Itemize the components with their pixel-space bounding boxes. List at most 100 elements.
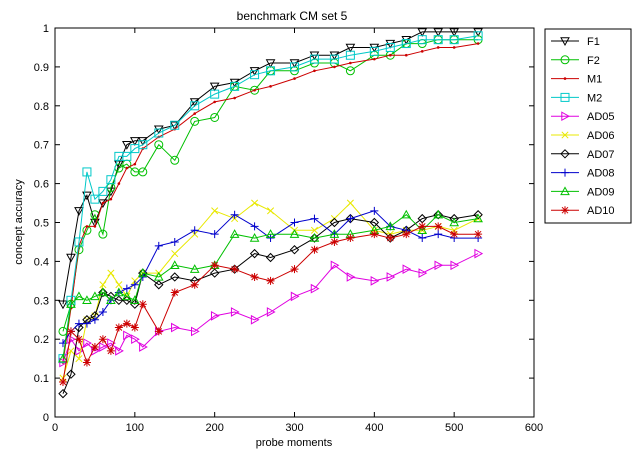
- legend-item-m1: M1: [551, 74, 602, 86]
- data-point-f1: [249, 67, 260, 76]
- data-point-m2: [122, 151, 132, 161]
- data-point-ad05: [434, 260, 444, 271]
- data-point-m2: [385, 42, 395, 52]
- data-point-ad05: [370, 276, 380, 286]
- data-point-ad06: [75, 355, 83, 363]
- data-point-ad07: [329, 217, 340, 228]
- data-point-ad09: [153, 271, 164, 281]
- data-point-f1: [417, 28, 428, 37]
- legend-label: AD05: [587, 111, 615, 123]
- data-point-ad10: [82, 358, 91, 367]
- data-point-ad06: [310, 226, 319, 234]
- data-point-f1: [82, 191, 92, 201]
- data-point-ad10: [434, 222, 443, 231]
- data-point-ad10: [138, 300, 147, 309]
- data-point-ad07: [130, 299, 140, 309]
- data-point-ad08: [130, 280, 139, 289]
- data-point-f1: [385, 39, 396, 49]
- data-point-ad05: [83, 338, 92, 348]
- data-point-ad09: [329, 229, 340, 238]
- data-point-ad09: [74, 291, 84, 301]
- legend-item-ad09: AD09: [551, 186, 615, 198]
- data-point-ad10: [450, 230, 459, 239]
- legend-item-f1: F1: [551, 36, 600, 48]
- data-point-ad06: [211, 207, 219, 215]
- x-tick-label: 400: [365, 422, 383, 434]
- data-point-ad05: [418, 268, 428, 278]
- data-point-ad09: [169, 260, 180, 269]
- data-point-ad08: [154, 241, 163, 250]
- data-point-m2: [369, 46, 379, 56]
- data-point-m1: [101, 201, 105, 205]
- legend-label: F1: [587, 36, 600, 48]
- data-point-ad07: [98, 287, 108, 298]
- data-point-ad08: [98, 307, 107, 316]
- legend-swatch-marker: [560, 55, 570, 65]
- data-point-m2: [473, 31, 483, 41]
- data-point-ad05: [123, 330, 132, 341]
- data-point-m1: [133, 162, 137, 166]
- series-ad05: [59, 248, 484, 368]
- data-point-ad10: [130, 323, 139, 332]
- data-point-ad09: [106, 295, 116, 304]
- data-point-ad08: [170, 237, 179, 246]
- data-point-ad05: [107, 338, 116, 348]
- data-point-ad07: [122, 295, 132, 306]
- data-point-ad10: [190, 280, 199, 289]
- series-line-ad05: [62, 253, 479, 363]
- data-point-f2: [58, 326, 68, 336]
- data-point-m1: [404, 53, 408, 57]
- data-point-f2: [170, 155, 180, 165]
- legend-swatch-marker: [561, 168, 569, 177]
- y-tick-label: 0.3: [34, 295, 49, 307]
- legend-item-f2: F2: [551, 55, 600, 67]
- data-point-ad10: [170, 288, 179, 297]
- data-point-ad07: [309, 233, 320, 243]
- data-point-m2: [190, 101, 200, 111]
- series-m1: [61, 42, 480, 364]
- data-point-ad05: [67, 334, 76, 345]
- data-point-ad05: [139, 342, 148, 352]
- legend: F1 F2 M1 M2 AD05 AD06 AD07 AD08 AD09 AD10: [544, 28, 632, 224]
- data-point-ad05: [474, 248, 484, 259]
- data-point-m1: [476, 42, 480, 45]
- data-point-f1: [369, 43, 380, 53]
- data-point-ad05: [266, 307, 276, 317]
- data-point-ad10: [154, 327, 163, 336]
- data-point-f2: [154, 140, 164, 150]
- legend-item-ad05: AD05: [551, 111, 615, 123]
- legend-swatch-marker: [561, 131, 569, 139]
- data-point-ad06: [171, 250, 179, 258]
- chart-title: benchmark CM set 5: [237, 9, 348, 23]
- data-point-ad10: [310, 245, 319, 254]
- data-point-ad06: [99, 281, 107, 289]
- data-point-ad06: [67, 347, 75, 355]
- x-tick-label: 0: [52, 422, 58, 434]
- data-point-f2: [345, 66, 355, 76]
- data-point-ad08: [290, 218, 299, 227]
- data-point-ad10: [386, 234, 395, 243]
- data-point-ad07: [154, 280, 164, 290]
- series-ad09: [58, 209, 483, 363]
- axes: 0 100 200 300 400 500 600 0 0.1 0.2 0.3 0.4 0.5 0.6 0.…: [34, 23, 543, 434]
- data-point-ad05: [210, 311, 220, 321]
- data-point-f1: [449, 28, 460, 37]
- data-point-ad06: [266, 207, 275, 215]
- data-point-ad10: [402, 230, 411, 239]
- data-point-f1: [90, 218, 100, 228]
- data-point-ad05: [310, 283, 320, 294]
- series-ad07: [58, 210, 483, 399]
- data-point-ad06: [251, 199, 259, 207]
- data-point-m2: [230, 81, 240, 91]
- y-tick-label: 0.2: [34, 334, 49, 346]
- data-point-ad10: [66, 327, 75, 336]
- y-tick-label: 0.6: [34, 179, 49, 191]
- series-line-ad10: [62, 225, 479, 383]
- data-point-ad06: [346, 199, 354, 207]
- data-point-ad09: [309, 233, 320, 242]
- data-point-f1: [74, 207, 84, 216]
- data-point-ad07: [58, 388, 68, 399]
- data-point-ad09: [90, 291, 100, 301]
- data-point-m2: [82, 167, 92, 177]
